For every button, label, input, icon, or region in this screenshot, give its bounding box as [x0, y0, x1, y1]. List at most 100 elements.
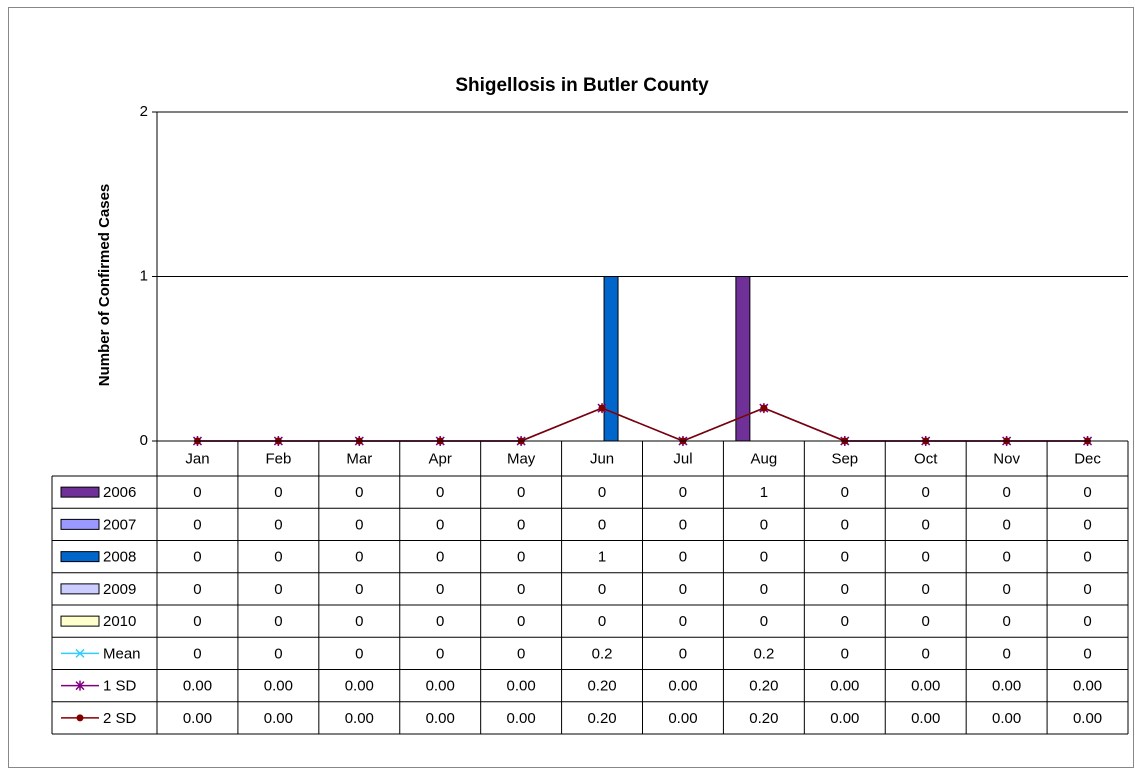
table-cell: 0	[922, 581, 930, 598]
table-cell: 0.00	[426, 678, 455, 695]
y-tick-label: 1	[140, 267, 148, 284]
table-cell: 0.20	[749, 710, 778, 727]
x-tick-label: Mar	[346, 450, 372, 467]
table-cell: 0	[355, 613, 363, 630]
table-cell: 0	[760, 613, 768, 630]
table-cell: 0	[1083, 613, 1091, 630]
table-cell: 0	[355, 516, 363, 533]
table-cell: 0.00	[345, 710, 374, 727]
legend-swatch	[60, 518, 100, 530]
table-cell: 0	[517, 516, 525, 533]
legend-swatch	[60, 486, 100, 498]
y-tick-label: 0	[140, 432, 148, 449]
table-cell: 0	[436, 645, 444, 662]
table-cell: 0	[679, 516, 687, 533]
table-cell: 0	[598, 581, 606, 598]
table-cell: 0	[517, 484, 525, 501]
table-cell: 0	[355, 484, 363, 501]
table-cell: 0	[517, 581, 525, 598]
table-cell: 0	[193, 613, 201, 630]
table-cell: 0.00	[830, 678, 859, 695]
table-cell: 0.00	[426, 710, 455, 727]
table-cell: 0	[274, 581, 282, 598]
legend-label: 1 SD	[103, 678, 137, 695]
table-cell: 0	[679, 549, 687, 566]
table-cell: 0	[598, 613, 606, 630]
table-cell: 0	[436, 613, 444, 630]
table-cell: 1	[760, 484, 768, 501]
x-tick-label: Sep	[831, 450, 858, 467]
table-cell: 0	[193, 581, 201, 598]
table-cell: 0	[841, 516, 849, 533]
table-cell: 1	[598, 549, 606, 566]
legend-swatch	[60, 551, 100, 563]
line-marker	[760, 404, 768, 412]
x-tick-label: Jan	[185, 450, 209, 467]
table-cell: 0.00	[1073, 710, 1102, 727]
x-tick-label: Feb	[265, 450, 291, 467]
table-cell: 0	[1002, 484, 1010, 501]
table-cell: 0	[922, 516, 930, 533]
legend-label: Mean	[103, 645, 141, 662]
table-cell: 0	[355, 549, 363, 566]
x-tick-label: Nov	[993, 450, 1020, 467]
table-cell: 0	[355, 645, 363, 662]
table-cell: 0	[1083, 549, 1091, 566]
table-cell: 0	[1002, 581, 1010, 598]
table-cell: 0.00	[668, 678, 697, 695]
legend-label: 2 SD	[103, 710, 137, 727]
table-cell: 0	[922, 484, 930, 501]
table-cell: 0	[436, 516, 444, 533]
table-cell: 0.00	[992, 678, 1021, 695]
chart-title: Shigellosis in Butler County	[455, 75, 709, 96]
table-cell: 0.00	[345, 678, 374, 695]
y-axis-label: Number of Confirmed Cases	[96, 184, 113, 387]
table-cell: 0	[598, 484, 606, 501]
table-cell: 0.2	[592, 645, 613, 662]
legend-label: 2006	[103, 484, 136, 501]
table-cell: 0.00	[507, 710, 536, 727]
chart-border	[8, 7, 1134, 768]
table-cell: 0	[193, 516, 201, 533]
table-cell: 0	[841, 613, 849, 630]
line-marker	[75, 680, 85, 691]
table-cell: 0	[193, 645, 201, 662]
table-cell: 0.00	[911, 678, 940, 695]
legend-label: 2010	[103, 613, 136, 630]
table-cell: 0	[760, 516, 768, 533]
x-tick-label: May	[507, 450, 536, 467]
x-tick-label: Oct	[914, 450, 938, 467]
table-cell: 0	[841, 484, 849, 501]
table-cell: 0	[274, 484, 282, 501]
table-cell: 0.20	[749, 678, 778, 695]
line-marker	[75, 648, 85, 658]
table-cell: 0	[922, 613, 930, 630]
x-tick-label: Apr	[429, 450, 452, 467]
table-cell: 0.00	[264, 678, 293, 695]
table-cell: 0.20	[587, 710, 616, 727]
bar	[603, 276, 619, 442]
table-cell: 0	[679, 645, 687, 662]
table-cell: 0	[841, 549, 849, 566]
table-cell: 0	[517, 613, 525, 630]
table-cell: 0	[679, 613, 687, 630]
table-cell: 0	[1083, 484, 1091, 501]
table-cell: 0	[436, 484, 444, 501]
table-cell: 0	[436, 549, 444, 566]
table-cell: 0	[1083, 581, 1091, 598]
legend-label: 2008	[103, 549, 136, 566]
table-cell: 0.2	[753, 645, 774, 662]
table-cell: 0	[1002, 549, 1010, 566]
table-cell: 0.00	[911, 710, 940, 727]
legend-swatch	[60, 583, 100, 595]
table-cell: 0	[760, 581, 768, 598]
table-cell: 0	[1002, 613, 1010, 630]
table-cell: 0	[274, 549, 282, 566]
table-cell: 0.00	[183, 678, 212, 695]
y-tick-label: 2	[140, 103, 148, 120]
table-cell: 0	[1002, 645, 1010, 662]
line-marker	[598, 404, 606, 412]
x-tick-label: Dec	[1074, 450, 1101, 467]
table-cell: 0	[841, 581, 849, 598]
